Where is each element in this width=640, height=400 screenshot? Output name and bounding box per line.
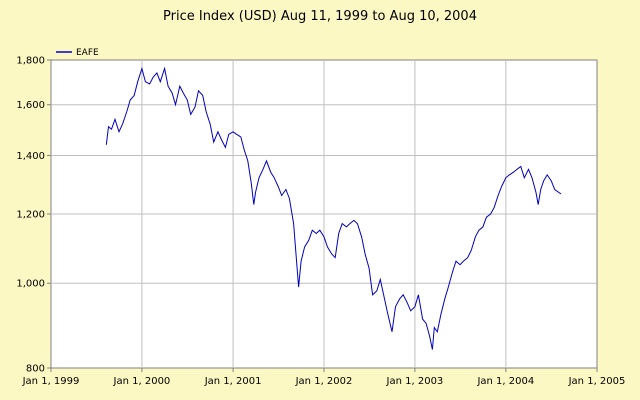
y-tick-label: 1,600 [16, 100, 45, 111]
x-axis: Jan 1, 1999 Jan 1, 2000 Jan 1, 2001 Jan 1, … [22, 368, 626, 387]
x-tick-label: Jan 1, 1999 [22, 376, 80, 387]
chart-title: Price Index (USD) Aug 11, 1999 to Aug 10… [163, 9, 477, 24]
eafe-series-line [105, 66, 562, 350]
x-tick-label: Jan 1, 2005 [568, 376, 626, 387]
x-tick-label: Jan 1, 2000 [113, 376, 171, 387]
y-axis: 800 1,000 1,200 1,400 1,600 1,800 [16, 56, 51, 375]
y-tick-label: 1,200 [16, 210, 45, 221]
legend-label-eafe: EAFE [76, 48, 99, 58]
y-tick-label: 1,000 [16, 279, 45, 290]
grid-lines [51, 60, 597, 368]
x-tick-label: Jan 1, 2002 [295, 376, 353, 387]
y-tick-label: 800 [26, 364, 45, 375]
x-tick-label: Jan 1, 2004 [476, 376, 534, 387]
x-tick-label: Jan 1, 2001 [204, 376, 262, 387]
x-tick-label: Jan 1, 2003 [386, 376, 444, 387]
y-tick-label: 1,400 [16, 151, 45, 162]
y-tick-label: 1,800 [16, 56, 45, 67]
legend: EAFE [56, 48, 99, 58]
